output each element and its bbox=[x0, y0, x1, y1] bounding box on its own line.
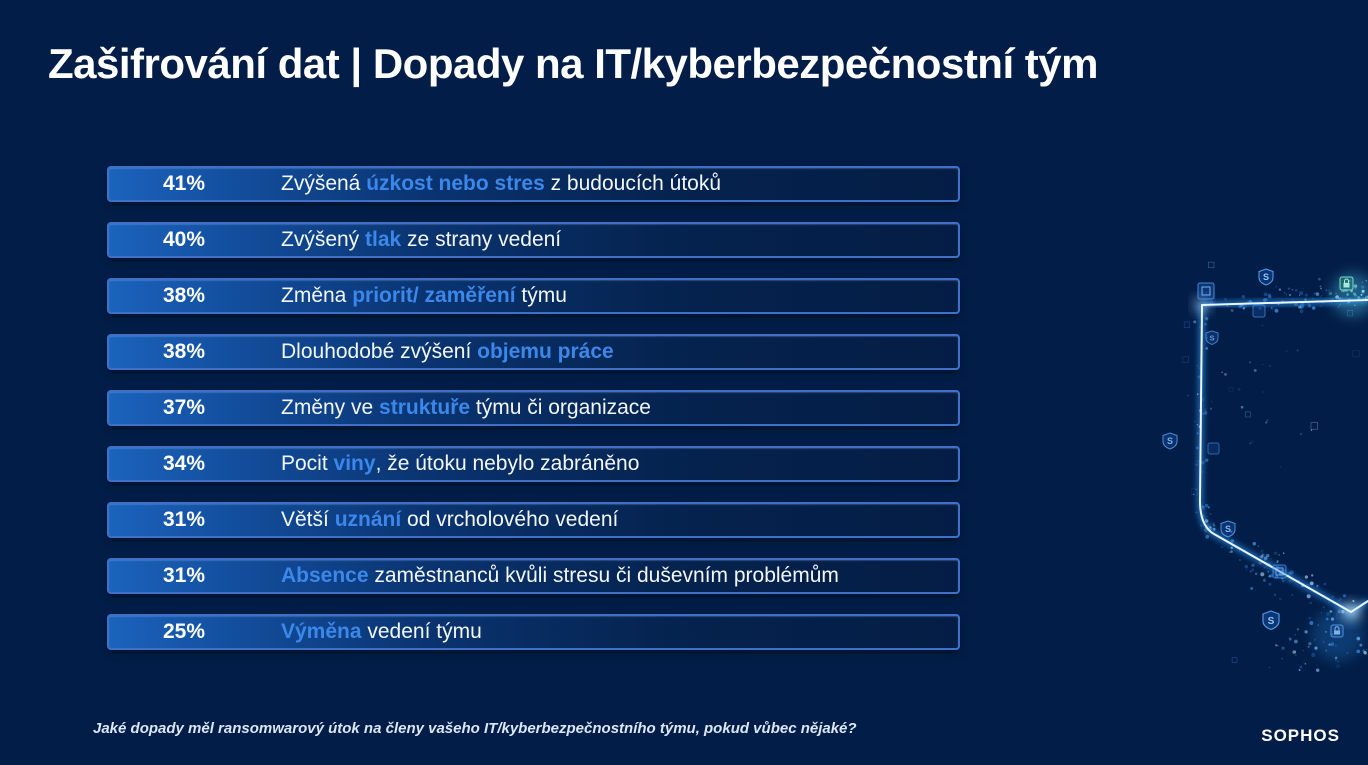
svg-text:S: S bbox=[1263, 272, 1269, 282]
shield-s-badge-icon: S bbox=[1205, 330, 1219, 346]
row-percentage: 34% bbox=[162, 452, 206, 475]
row-percentage: 25% bbox=[162, 620, 206, 643]
row-percentage: 38% bbox=[162, 284, 206, 307]
svg-text:S: S bbox=[1167, 436, 1173, 446]
shield-s-badge-icon: S bbox=[1220, 520, 1236, 538]
shield-s-badge-icon: S bbox=[1162, 432, 1178, 450]
row-text: Pocit viny, že útoku nebylo zabráněno bbox=[281, 452, 639, 476]
impact-row: 41% Zvýšená úzkost nebo stres z budoucíc… bbox=[107, 166, 960, 202]
row-text-highlight: Absence bbox=[281, 564, 369, 587]
impact-row: 37% Změny ve struktuře týmu či organizac… bbox=[107, 390, 960, 426]
row-text-highlight: viny bbox=[333, 452, 376, 475]
chip-badge-icon bbox=[1207, 442, 1220, 455]
row-text: Změny ve struktuře týmu či organizace bbox=[281, 396, 651, 420]
row-percentage: 38% bbox=[162, 340, 206, 363]
row-text-segment: Změny ve bbox=[281, 396, 380, 419]
row-text-highlight: úzkost nebo stres bbox=[366, 172, 545, 195]
row-text-segment: zaměstnanců kvůli stresu či duševním pro… bbox=[368, 564, 839, 587]
lock-badge-icon bbox=[1339, 276, 1354, 291]
row-text: Změna priorit/ zaměření týmu bbox=[281, 284, 567, 308]
impact-row: 31% Větší uznání od vrcholového vedení bbox=[107, 502, 960, 538]
row-text: Zvýšená úzkost nebo stres z budoucích út… bbox=[281, 172, 721, 196]
shield-s-badge-icon: S bbox=[1258, 268, 1274, 286]
row-text-highlight: struktuře bbox=[379, 396, 471, 419]
survey-question: Jaké dopady měl ransomwarový útok na čle… bbox=[93, 720, 857, 737]
row-percentage: 37% bbox=[162, 396, 206, 419]
row-text-segment: Zvýšený bbox=[281, 228, 366, 251]
shield-graphic: S S S S S bbox=[1162, 261, 1368, 672]
chip-badge-icon bbox=[1272, 564, 1287, 579]
svg-text:S: S bbox=[1209, 334, 1214, 343]
row-text-highlight: priorit/ zaměření bbox=[352, 284, 516, 307]
row-text-segment: ze strany vedení bbox=[401, 228, 562, 251]
row-text-segment: Pocit bbox=[281, 452, 334, 475]
row-text-highlight: uznání bbox=[334, 508, 402, 531]
row-text: Dlouhodobé zvýšení objemu práce bbox=[281, 340, 614, 364]
row-text: Výměna vedení týmu bbox=[281, 620, 482, 644]
row-text-segment: z budoucích útoků bbox=[544, 172, 722, 195]
row-text-highlight: Výměna bbox=[281, 620, 362, 643]
shield-outline-glow bbox=[1195, 273, 1368, 661]
chip-badge-icon bbox=[1252, 304, 1266, 318]
row-text-segment: Dlouhodobé zvýšení bbox=[281, 340, 478, 363]
row-text-segment: vedení týmu bbox=[361, 620, 482, 643]
impact-row: 38% Změna priorit/ zaměření týmu bbox=[107, 278, 960, 314]
svg-text:S: S bbox=[1225, 524, 1231, 534]
row-percentage: 41% bbox=[162, 172, 206, 195]
chip-badge-icon bbox=[1197, 282, 1215, 300]
shield-outline bbox=[1199, 299, 1368, 613]
impact-row: 34% Pocit viny, že útoku nebylo zabráněn… bbox=[107, 446, 960, 482]
impact-row: 31% Absence zaměstnanců kvůli stresu či … bbox=[107, 558, 960, 594]
row-percentage: 31% bbox=[162, 508, 206, 531]
row-text-segment: týmu bbox=[515, 284, 567, 307]
sophos-logo: SOPHOS bbox=[1261, 726, 1340, 745]
row-text: Absence zaměstnanců kvůli stresu či duše… bbox=[281, 564, 839, 588]
row-text-highlight: objemu práce bbox=[477, 340, 614, 363]
row-percentage: 40% bbox=[162, 228, 206, 251]
row-percentage: 31% bbox=[162, 564, 206, 587]
impact-row: 40% Zvýšený tlak ze strany vedení bbox=[107, 222, 960, 258]
lock-badge-icon bbox=[1330, 624, 1344, 638]
impact-row: 38% Dlouhodobé zvýšení objemu práce bbox=[107, 334, 960, 370]
row-text-segment: od vrcholového vedení bbox=[401, 508, 619, 531]
impact-row: 25% Výměna vedení týmu bbox=[107, 614, 960, 650]
row-text-segment: Zvýšená bbox=[281, 172, 367, 195]
row-text: Větší uznání od vrcholového vedení bbox=[281, 508, 618, 532]
impact-rows: 41% Zvýšená úzkost nebo stres z budoucíc… bbox=[107, 166, 960, 650]
shield-s-badge-icon: S bbox=[1262, 610, 1280, 631]
page-title: Zašifrování dat | Dopady na IT/kyberbezp… bbox=[48, 40, 1098, 87]
svg-text:S: S bbox=[1268, 616, 1275, 627]
row-text-segment: Změna bbox=[281, 284, 353, 307]
row-text-segment: týmu či organizace bbox=[470, 396, 651, 419]
row-text-highlight: tlak bbox=[365, 228, 402, 251]
row-text: Zvýšený tlak ze strany vedení bbox=[281, 228, 561, 252]
row-text-segment: Větší bbox=[281, 508, 335, 531]
row-text-segment: , že útoku nebylo zabráněno bbox=[375, 452, 640, 475]
